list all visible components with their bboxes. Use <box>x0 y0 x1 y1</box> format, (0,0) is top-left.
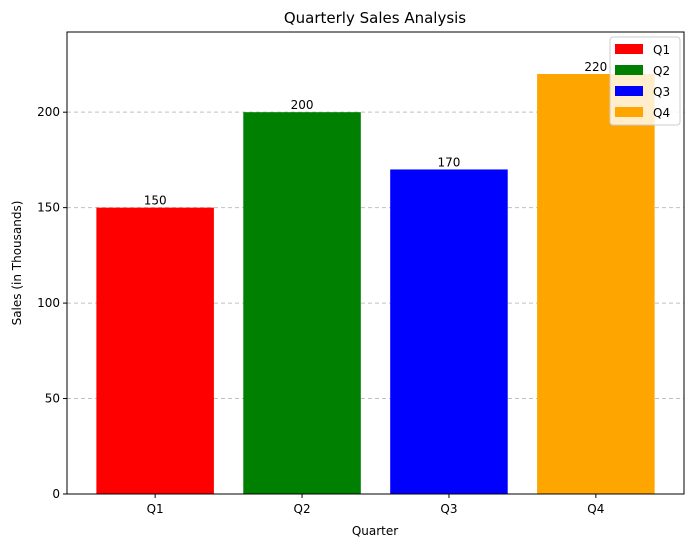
data-label-q2: 200 <box>291 98 314 112</box>
legend-swatch-q4 <box>615 107 643 117</box>
plot-frame <box>66 31 685 495</box>
legend-entries: Q1 Q2 Q3 Q4 <box>615 43 670 120</box>
y-axis-label: Sales (in Thousands) <box>10 201 24 326</box>
legend: Q1 Q2 Q3 Q4 <box>609 36 681 126</box>
data-label-q1: 150 <box>144 194 167 208</box>
bar-q4 <box>537 74 655 494</box>
x-tick-label: Q4 <box>587 502 604 516</box>
legend-swatch-q1 <box>615 44 643 54</box>
x-axis-ticks: Q1 Q2 Q3 Q4 <box>147 494 604 516</box>
legend-label-q3: Q3 <box>653 85 670 99</box>
y-tick-label: 50 <box>45 392 60 406</box>
legend-swatch-q2 <box>615 65 643 75</box>
legend-box <box>609 36 681 126</box>
bar-q3 <box>390 169 508 495</box>
y-tick-label: 200 <box>37 105 60 119</box>
data-label-q3: 170 <box>437 155 460 169</box>
chart-title: Quarterly Sales Analysis <box>284 9 466 27</box>
legend-swatch-q3 <box>615 86 643 96</box>
data-labels: 150 200 170 220 <box>144 60 608 208</box>
legend-label-q2: Q2 <box>653 64 670 78</box>
x-tick-label: Q3 <box>440 502 457 516</box>
bars <box>96 74 655 495</box>
y-axis-ticks: 0 50 100 150 200 <box>37 105 67 501</box>
x-tick-label: Q2 <box>294 502 311 516</box>
legend-label-q1: Q1 <box>653 43 670 57</box>
bar-q1 <box>96 207 214 495</box>
x-tick-label: Q1 <box>147 502 164 516</box>
y-tick-label: 0 <box>52 487 60 501</box>
bar-q2 <box>243 112 361 494</box>
x-axis-label: Quarter <box>352 524 398 538</box>
data-label-q4: 220 <box>584 60 607 74</box>
y-tick-label: 150 <box>37 201 60 215</box>
y-tick-label: 100 <box>37 296 60 310</box>
legend-label-q4: Q4 <box>653 106 670 120</box>
